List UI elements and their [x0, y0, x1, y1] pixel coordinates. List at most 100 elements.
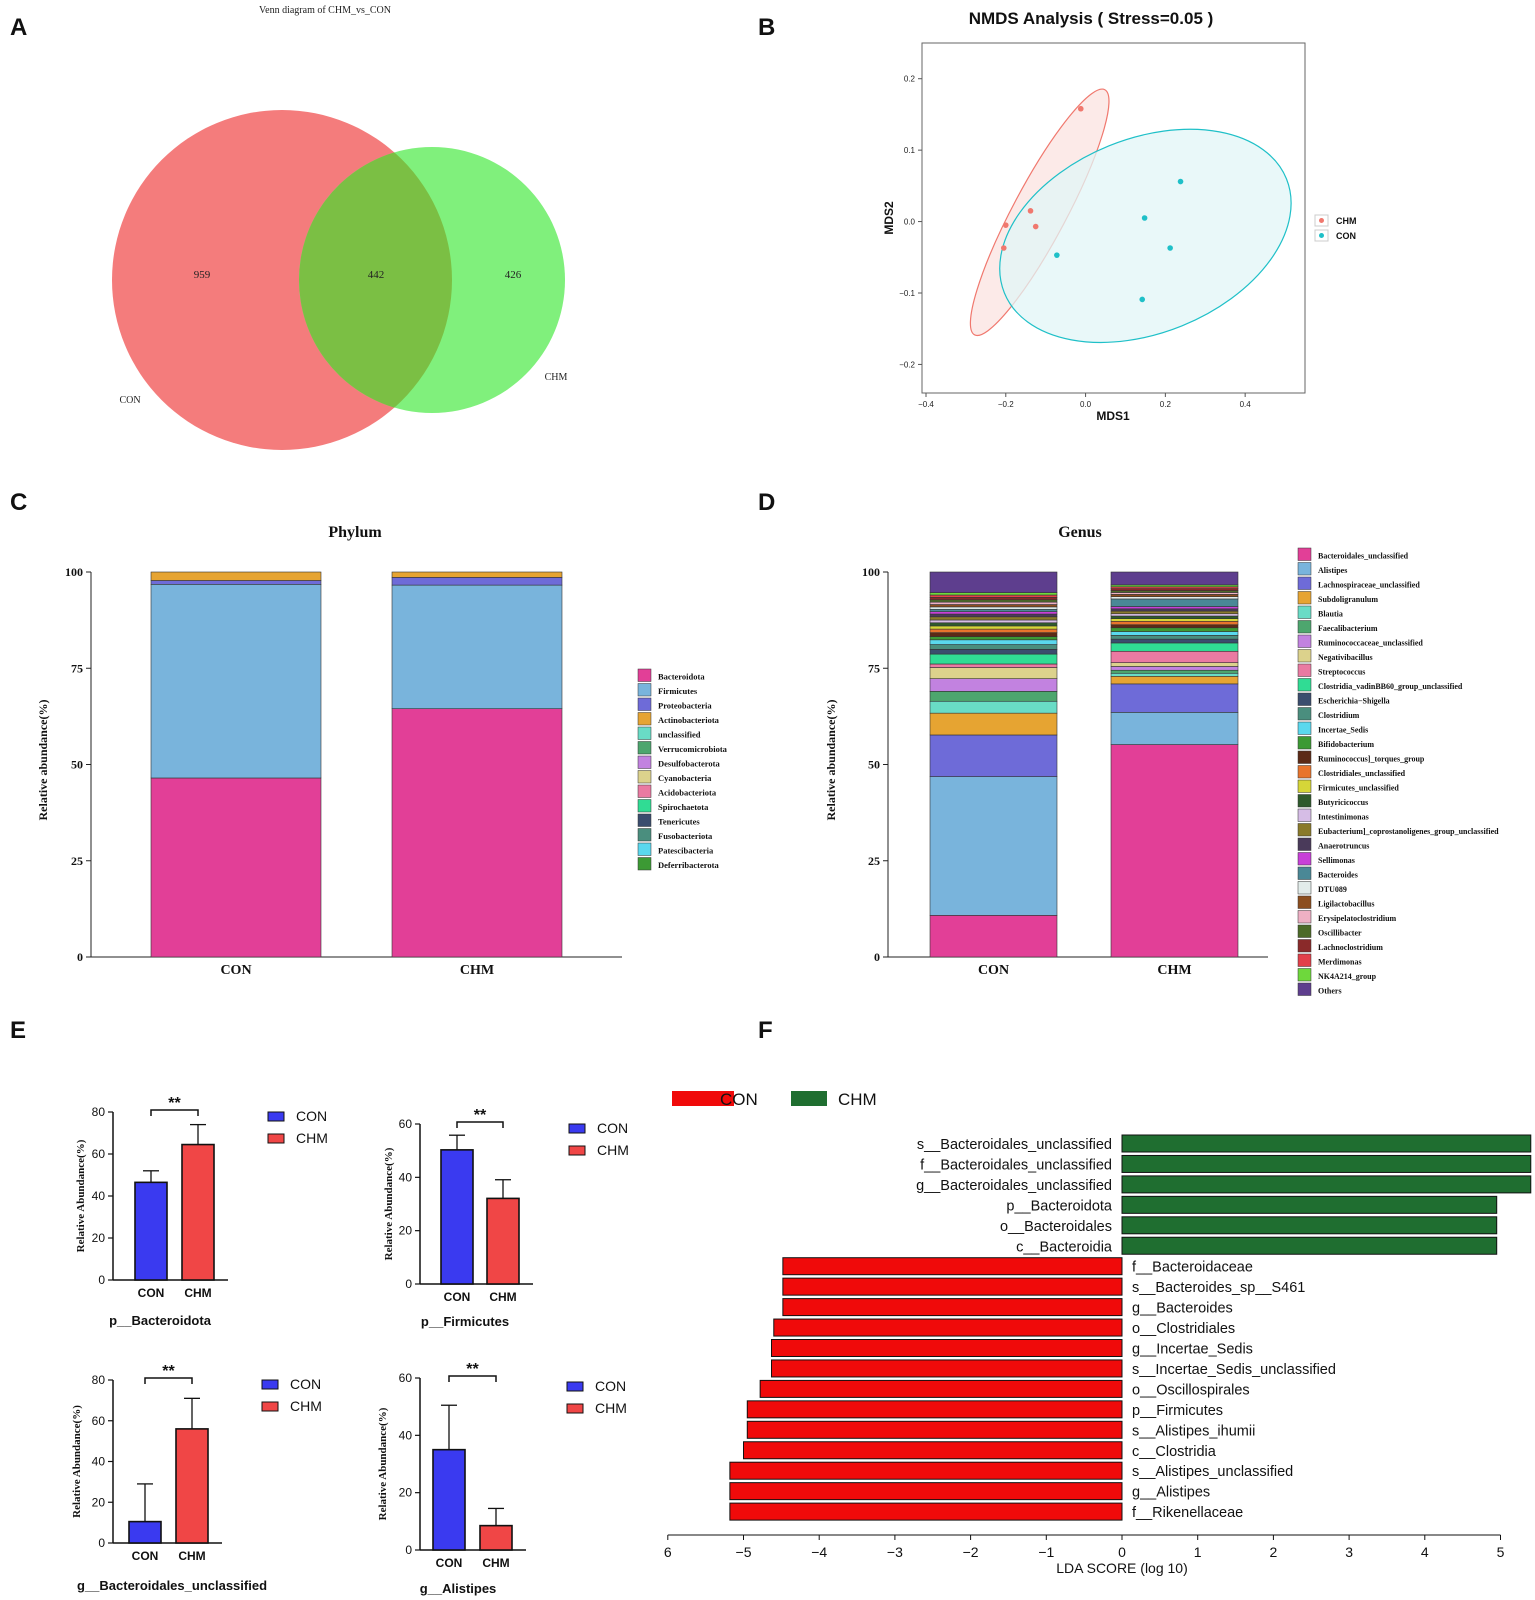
- genus-legend-swatch-escherichia-shigella: [1297, 692, 1312, 706]
- lda-x-tick-label: 1: [1194, 1544, 1202, 1560]
- genus-y-tick-label: 100: [862, 565, 880, 579]
- phylum-legend-label-tenericutes: Tenericutes: [658, 817, 700, 827]
- panel-label-b: B: [758, 14, 775, 41]
- subplot-x-tick-label: CHM: [489, 1290, 516, 1304]
- subplot-significance-label: **: [466, 1361, 479, 1378]
- phylum-bar-seg-chm-actinobacteriota: [391, 571, 563, 578]
- subplot-title: p__Firmicutes: [421, 1314, 509, 1329]
- subplot-y-tick-label: 20: [92, 1231, 106, 1245]
- genus-legend-label-escherichia-shigella: Escherichia−Shigella: [1318, 697, 1390, 706]
- genus-legend-swatch-clostridiales-unclassified: [1297, 765, 1312, 779]
- nmds-x-tick-label: −0.2: [998, 400, 1014, 409]
- phylum-bar-seg-chm-bacteroidota: [391, 708, 563, 958]
- genus-bar-seg-chm-clostridium: [1110, 635, 1239, 640]
- subplot-legend-swatch-con: [566, 1381, 584, 1392]
- lda-x-tick-label: −2: [963, 1544, 979, 1560]
- phylum-y-tick-label: 75: [71, 661, 83, 675]
- phylum-legend-swatch-spirochaetota: [637, 799, 652, 813]
- lda-bar-s-alistipes-unclassified: [729, 1461, 1123, 1480]
- subplot-legend-swatch-con: [568, 1123, 586, 1134]
- nmds-y-tick-label: −0.1: [899, 289, 915, 298]
- genus-bar-seg-chm-streptococcus: [1110, 650, 1239, 663]
- genus-legend-label-anaerotruncus: Anaerotruncus: [1318, 842, 1369, 851]
- genus-bar-seg-con-bacteroidales-unclassified: [929, 915, 1058, 958]
- genus-legend-label-dtu089: DTU089: [1318, 885, 1347, 894]
- nmds-x-axis: −0.4 −0.2 0.0 0.2 0.4: [918, 393, 1251, 409]
- genus-y-label: Relative abundance(%): [824, 700, 838, 821]
- genus-legend-swatch-eubacterium-coprostanoligenes-group-unclassified: [1297, 823, 1312, 837]
- genus-bar-seg-chm-lachnospiraceae-unclassified: [1110, 683, 1239, 713]
- nmds-point-con: [1054, 252, 1060, 258]
- genus-legend-label-ruminococcaceae-unclassified: Ruminococcaceae_unclassified: [1318, 639, 1423, 648]
- genus-legend-swatch-intestinimonas: [1297, 808, 1312, 822]
- phylum-legend-label-firmicutes: Firmicutes: [658, 686, 698, 696]
- genus-bar-seg-chm-clostridia-vadinbb60-group-unclassified: [1110, 642, 1239, 652]
- genus-bar-seg-chm-others: [1110, 571, 1239, 586]
- subplot-bar-con: [440, 1149, 474, 1285]
- genus-bar-seg-chm-escherichia-shigella: [1110, 638, 1239, 644]
- nmds-point-con: [1139, 296, 1146, 303]
- nmds-point-chm: [1002, 222, 1009, 228]
- nmds-title: NMDS Analysis ( Stress=0.05 ): [969, 9, 1214, 28]
- genus-legend-swatch-bacteroidales-unclassified: [1297, 547, 1312, 561]
- genus-legend-label-clostridiales-unclassified: Clostridiales_unclassified: [1318, 769, 1406, 778]
- subplot-legend-label-con: CON: [597, 1120, 628, 1136]
- genus-legend-swatch-oscillibacter: [1297, 924, 1312, 938]
- genus-bar-seg-chm-dtu089: [1110, 596, 1239, 600]
- nmds-y-tick-label: 0.1: [904, 146, 916, 155]
- lda-bar-label-g-alistipes: g__Alistipes: [1132, 1485, 1210, 1501]
- lda-bar-label-g-incertae-sedis: g__Incertae_Sedis: [1132, 1342, 1253, 1358]
- phylum-legend-label-fusobacteriota: Fusobacteriota: [658, 831, 713, 841]
- phylum-bar-seg-chm-firmicutes: [391, 584, 563, 709]
- phylum-legend-label-acidobacteriota: Acidobacteriota: [658, 788, 717, 798]
- nmds-point-con: [1167, 245, 1173, 251]
- subplot-x-tick-label: CON: [436, 1556, 463, 1570]
- subplot-y-tick-label: 0: [405, 1543, 412, 1557]
- phylum-bars: [150, 571, 563, 958]
- phylum-legend-swatch-tenericutes: [637, 813, 652, 827]
- venn-intersection-count: 442: [368, 269, 385, 281]
- phylum-legend-label-actinobacteriota: Actinobacteriota: [658, 715, 720, 725]
- nmds-legend-dot-con: [1319, 233, 1324, 238]
- genus-legend-swatch-clostridia-vadinbb60-group-unclassified: [1297, 678, 1312, 692]
- genus-legend-swatch-lachnospiraceae-unclassified: [1297, 576, 1312, 590]
- phylum-y-tick-label: 50: [71, 758, 83, 772]
- phylum-legend-swatch-verrucomicrobiota: [637, 741, 652, 755]
- genus-bar-seg-con-firmicutes-unclassified: [929, 625, 1058, 630]
- subplot-significance-bracket: [144, 1377, 193, 1384]
- genus-legend-label-oscillibacter: Oscillibacter: [1318, 929, 1362, 938]
- lda-bar-label-s-bacteroides-sp-s461: s__Bacteroides_sp__S461: [1132, 1280, 1305, 1296]
- nmds-legend-dot-chm: [1319, 218, 1324, 223]
- genus-bar-seg-chm-alistipes: [1110, 712, 1239, 745]
- phylum-legend-swatch-firmicutes: [637, 683, 652, 697]
- lda-x-tick-label: −5: [736, 1544, 752, 1560]
- subplot-legend-label-con: CON: [595, 1378, 626, 1394]
- genus-legend-label-bacteroidales-unclassified: Bacteroidales_unclassified: [1318, 552, 1409, 561]
- lda-x-tick-label: 0: [1118, 1544, 1126, 1560]
- panel-label-c: C: [10, 489, 27, 516]
- subplot-legend-label-chm: CHM: [597, 1142, 629, 1158]
- nmds-legend-key-con: [1314, 229, 1329, 242]
- subplot-y-tick-label: 40: [92, 1455, 106, 1469]
- subplot-legend-swatch-chm: [568, 1145, 586, 1156]
- genus-bar-seg-con-others: [929, 571, 1058, 593]
- phylum-legend: Bacteroidota Firmicutes Proteobacteria Acti…: [637, 668, 728, 871]
- phylum-legend-swatch-actinobacteriota: [637, 712, 652, 726]
- phylum-legend-label-verrucomicrobiota: Verrucomicrobiota: [658, 744, 728, 754]
- nmds-legend-label-chm: CHM: [1336, 216, 1357, 226]
- panel-b-nmds: NMDS Analysis ( Stress=0.05 ) −0.4 −0.2 0.…: [882, 9, 1357, 423]
- genus-legend-label-clostridia-vadinbb60-group-unclassified: Clostridia_vadinBB60_group_unclassified: [1318, 682, 1463, 691]
- genus-legend-label-intestinimonas: Intestinimonas: [1318, 813, 1369, 822]
- genus-legend: Bacteroidales_unclassified Alistipes Lachn…: [1297, 547, 1499, 996]
- lda-legend-label-chm: CHM: [838, 1090, 877, 1109]
- nmds-y-label: MDS2: [882, 201, 896, 235]
- lda-bar-c-clostridia: [743, 1441, 1123, 1460]
- panel-c-phylum: Phylum Relative abundance(%) 0 25 50 75 100 C…: [36, 524, 728, 978]
- phylum-y-label: Relative abundance(%): [36, 700, 50, 821]
- subplot-x-tick-label: CHM: [482, 1556, 509, 1570]
- panel-label-e: E: [10, 1017, 26, 1044]
- phylum-x-tick-label: CON: [220, 963, 251, 978]
- nmds-point-chm: [1032, 223, 1039, 230]
- genus-legend-swatch-bacteroides: [1297, 866, 1312, 880]
- genus-bar-seg-con-negativibacillus: [929, 667, 1058, 679]
